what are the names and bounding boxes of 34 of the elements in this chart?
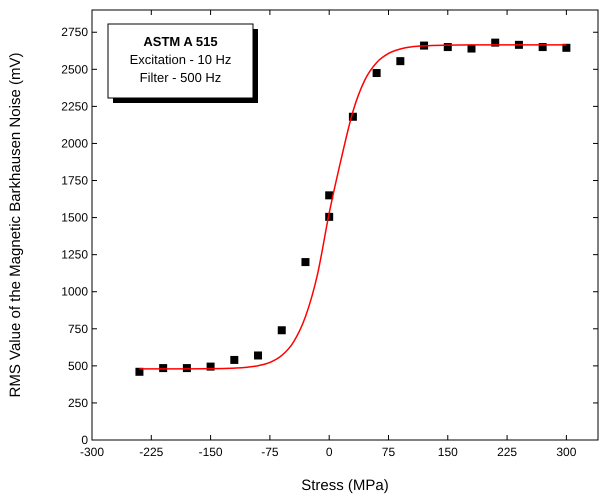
x-tick-label: 225	[497, 445, 518, 459]
y-tick-label: 1250	[61, 248, 88, 262]
y-tick-label: 2250	[61, 99, 88, 114]
point	[301, 258, 310, 266]
y-tick-label: 1750	[61, 174, 88, 188]
point	[396, 57, 404, 66]
annotation: ASTM A 515	[143, 34, 218, 49]
x-tick-label: -300	[80, 445, 104, 459]
point	[372, 69, 381, 78]
y-tick-label: 2750	[61, 25, 88, 40]
annotation: Filter - 500 Hz	[140, 70, 222, 85]
annotation: Excitation - 10 Hz	[130, 52, 232, 67]
y-tick-label: 1500	[61, 210, 88, 225]
x-tick-label: -75	[261, 445, 279, 459]
x-tick-label: -150	[198, 445, 223, 459]
x-tick-label: 300	[556, 445, 577, 459]
y-tick-label: 500	[68, 358, 88, 373]
x-tick-label: 0	[326, 445, 333, 459]
point	[254, 351, 262, 360]
y-tick-label: 2000	[61, 136, 88, 150]
x-tick-label: -225	[139, 445, 164, 459]
x-tick-label: 75	[382, 445, 396, 459]
x-axis-title: Stress (MPa)	[301, 477, 389, 494]
point	[278, 326, 286, 334]
point	[135, 368, 144, 376]
y-tick-label: 250	[68, 396, 88, 410]
y-tick-label: 750	[68, 322, 88, 336]
point	[562, 44, 570, 52]
y-tick-label: 2500	[61, 62, 88, 76]
point	[230, 356, 238, 364]
y-tick-label: 1000	[61, 284, 88, 299]
x-tick-label: 150	[438, 445, 458, 459]
y-tick-label: 0	[81, 433, 88, 447]
y-axis-title: RMS Value of the Magnetic Barkhausen Noise (mV)	[7, 52, 24, 398]
